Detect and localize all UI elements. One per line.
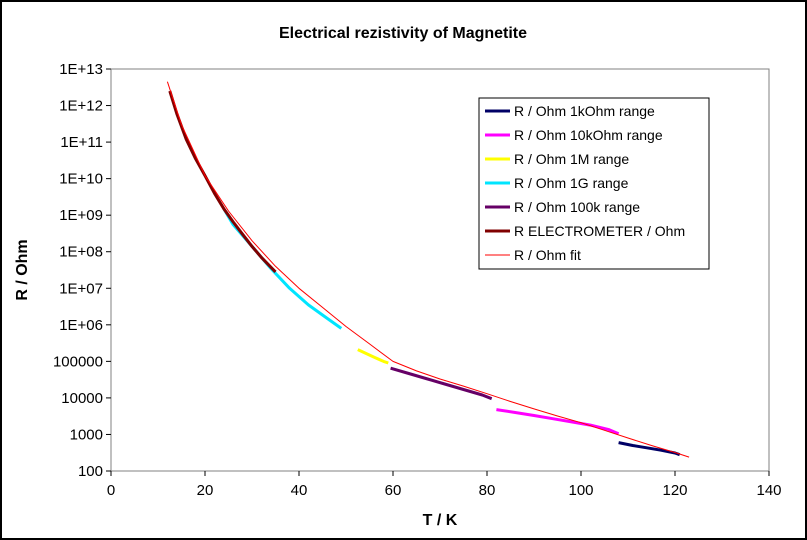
series-line-1	[496, 408, 620, 436]
x-tick-label: 40	[291, 482, 308, 499]
y-tick-label: 1E+10	[59, 171, 103, 188]
chart-title: Electrical rezistivity of Magnetite	[279, 25, 527, 42]
x-tick-label: 140	[756, 482, 781, 499]
x-tick-label: 120	[662, 482, 687, 499]
y-tick-label: 10000	[61, 390, 103, 407]
legend-items: R / Ohm 1kOhm range R / Ohm 10kOhm range R…	[485, 103, 685, 263]
series-line-6	[166, 81, 690, 458]
legend-label-6: R / Ohm fit	[514, 247, 581, 263]
legend: R / Ohm 1kOhm range R / Ohm 10kOhm range R…	[478, 97, 710, 270]
y-tick-label: 1E+07	[59, 280, 103, 297]
legend-label-5: R ELECTROMETER / Ohm	[514, 223, 685, 239]
legend-label-2: R / Ohm 1M range	[514, 151, 629, 167]
y-tick-label: 1E+06	[59, 317, 103, 334]
legend-box	[478, 97, 710, 270]
y-tick-label: 100000	[53, 353, 103, 370]
x-axis-label: T / K	[423, 512, 458, 529]
x-tick-label: 100	[568, 482, 593, 499]
x-tick-label: 20	[197, 482, 214, 499]
y-tick-label: 1E+08	[59, 244, 103, 261]
x-tick-label: 80	[479, 482, 496, 499]
series-line-5	[168, 90, 277, 273]
y-tick-label: 1E+09	[59, 207, 103, 224]
x-axis-ticks: 0 20 40 60 80 100 120 140	[107, 471, 782, 499]
legend-label-4: R / Ohm 100k range	[514, 199, 640, 215]
series-layer	[166, 81, 690, 458]
x-tick-label: 60	[385, 482, 402, 499]
y-tick-label: 1000	[70, 426, 103, 443]
y-tick-label: 1E+11	[60, 134, 103, 151]
y-tick-label: 1E+12	[59, 98, 103, 115]
series-line-0	[618, 441, 681, 457]
legend-label-3: R / Ohm 1G range	[514, 175, 629, 191]
legend-label-1: R / Ohm 10kOhm range	[514, 127, 663, 143]
series-line-2	[357, 348, 389, 365]
y-tick-label: 100	[78, 463, 103, 480]
x-tick-label: 0	[107, 482, 115, 499]
legend-label-0: R / Ohm 1kOhm range	[514, 103, 655, 119]
y-axis-ticks: 100 1000 10000 100000 1E+06 1E+07 1E+08 1E+09 1E…	[53, 61, 111, 480]
series-line-4	[390, 366, 493, 401]
y-tick-label: 1E+13	[59, 61, 103, 78]
y-axis-label: R / Ohm	[14, 239, 31, 300]
